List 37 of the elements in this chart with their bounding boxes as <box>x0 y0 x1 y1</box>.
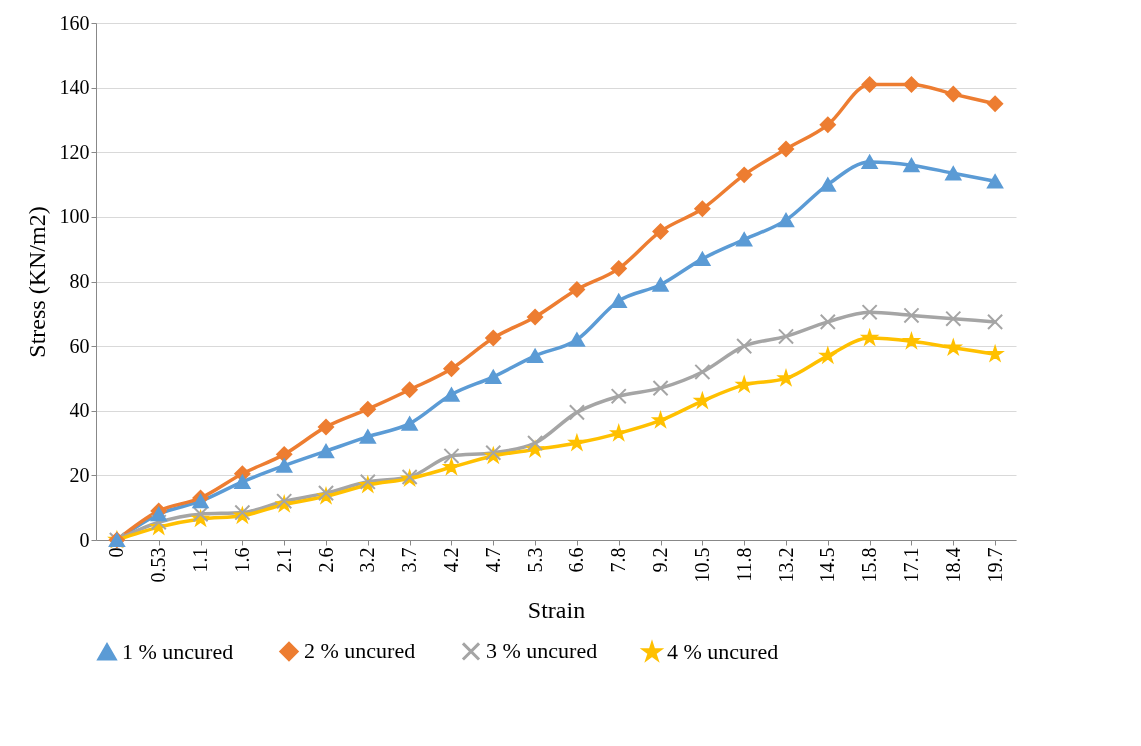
x-tick-label: 7.8 <box>607 547 630 573</box>
x-tick-label: 15.8 <box>858 547 881 583</box>
y-axis-title: Stress (KN/m2) <box>23 206 50 358</box>
x-tick-label: 17.1 <box>899 547 922 583</box>
legend-label: 4 % uncured <box>667 639 779 665</box>
x-tick-label: 0.53 <box>147 547 170 583</box>
x-tick-label: 4.2 <box>439 547 462 573</box>
x-tick-label: 2.1 <box>272 547 295 573</box>
legend-label: 1 % uncured <box>122 639 234 665</box>
y-tick-label: 60 <box>69 334 90 357</box>
x-tick-label: 13.2 <box>774 547 797 583</box>
y-tick-label: 80 <box>69 270 90 292</box>
y-tick-label: 160 <box>59 11 90 34</box>
x-tick-label: 11.8 <box>732 547 755 582</box>
x-axis-title: Strain <box>527 596 586 623</box>
x-tick-label: 0 <box>105 547 128 558</box>
legend-label: 2 % uncured <box>304 638 416 664</box>
x-tick-label: 18.4 <box>941 547 964 583</box>
y-tick-label: 40 <box>69 399 90 422</box>
x-tick-label: 6.6 <box>565 547 588 573</box>
y-tick-label: 100 <box>59 205 90 228</box>
x-tick-label: 3.7 <box>398 547 421 573</box>
legend-label: 3 % uncured <box>486 638 598 664</box>
x-tick-label: 5.3 <box>523 547 546 573</box>
x-tick-label: 3.2 <box>356 547 379 573</box>
y-tick-label: 0 <box>79 528 90 551</box>
x-tick-label: 1.6 <box>230 547 253 573</box>
y-tick-label: 20 <box>69 463 90 486</box>
x-tick-label: 9.2 <box>649 547 672 573</box>
x-tick-label: 19.7 <box>983 547 1006 583</box>
x-tick-label: 1.1 <box>189 547 212 573</box>
x-tick-label: 4.7 <box>481 547 504 573</box>
x-tick-label: 14.5 <box>816 547 839 583</box>
y-tick-label: 140 <box>59 76 90 99</box>
x-tick-label: 10.5 <box>690 547 713 583</box>
y-tick-label: 120 <box>59 140 90 163</box>
x-tick-label: 2.6 <box>314 547 337 573</box>
